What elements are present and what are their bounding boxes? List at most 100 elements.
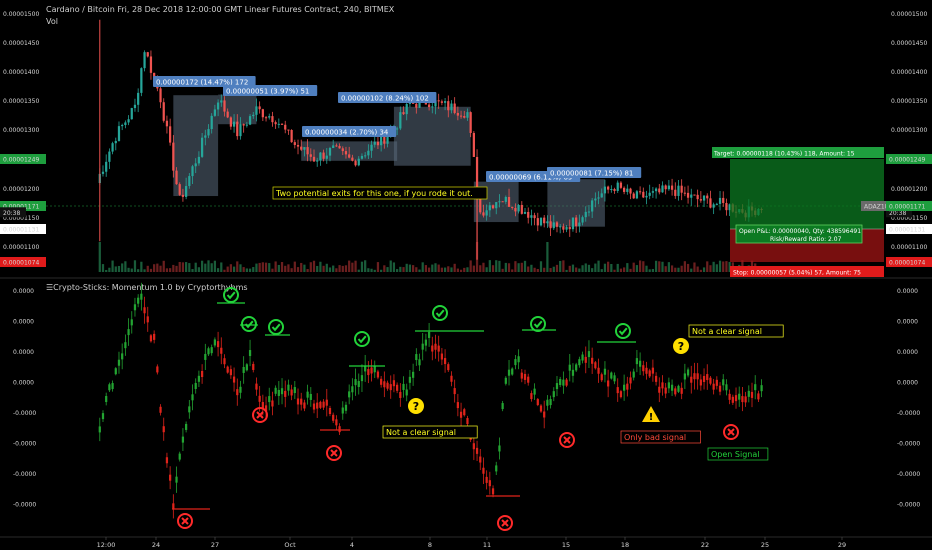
price-tag-left: 0.00001074 <box>3 260 39 267</box>
oscillator-bar <box>338 426 341 433</box>
candle-body <box>172 142 175 171</box>
oscillator-bar <box>376 371 380 378</box>
osc-tick-left: -0.0000 <box>13 471 36 478</box>
oscillator-bar <box>418 359 421 366</box>
volume-bar <box>594 263 597 272</box>
volume-bar <box>290 268 293 272</box>
price-tag-left: 0.00001171 <box>3 204 39 211</box>
x-tick-label: 15 <box>562 541 570 549</box>
oscillator-bar <box>159 406 162 413</box>
candle-body <box>674 189 677 196</box>
oscillator-bar <box>597 367 600 374</box>
oscillator-bar <box>98 426 101 433</box>
oscillator-bar <box>699 379 702 386</box>
volume-bar <box>322 265 325 272</box>
candle-body <box>661 185 664 193</box>
x-tick-label: 8 <box>428 541 432 549</box>
volume-bar <box>654 260 658 272</box>
volume-bar <box>271 268 274 272</box>
oscillator-bar <box>335 419 338 426</box>
candle-body <box>437 100 440 102</box>
x-circle-icon <box>497 515 513 531</box>
oscillator-bar <box>459 411 463 418</box>
oscillator-bar <box>236 389 239 396</box>
price-tick-right: 0.00001450 <box>891 40 927 47</box>
volume-bar <box>680 265 683 272</box>
x-tick-label: 27 <box>211 541 219 549</box>
candle-body <box>204 135 207 138</box>
candle-body <box>405 103 408 115</box>
osc-tick-right: 0.0000 <box>897 319 918 326</box>
oscillator-bar <box>111 383 114 390</box>
oscillator-bar <box>242 366 245 373</box>
candle-body <box>277 123 280 125</box>
volume-bar <box>223 269 226 272</box>
candle-body <box>683 192 686 194</box>
price-tag-left: 0.00001249 <box>3 157 39 164</box>
volume-bar <box>520 262 523 272</box>
oscillator-bar <box>440 353 444 360</box>
oscillator-bar <box>632 371 635 378</box>
instrument-tag: ADAZ18 <box>864 204 889 211</box>
oscillator-bar <box>114 368 117 375</box>
candle-body <box>354 160 357 166</box>
oscillator-bar <box>709 377 712 384</box>
volume-bar <box>348 260 351 272</box>
oscillator-bar <box>268 396 271 403</box>
candle-body <box>165 120 169 127</box>
volume-bar <box>207 260 210 272</box>
candle-body <box>216 102 220 110</box>
volume-bar <box>165 268 169 272</box>
osc-tick-right: 0.0000 <box>897 349 918 356</box>
volume-bar <box>706 261 709 272</box>
oscillator-bar <box>405 389 408 396</box>
oscillator-bar <box>188 406 191 413</box>
oscillator-bar <box>207 348 210 355</box>
price-tick-left: 0.00001500 <box>3 11 39 18</box>
volume-bar <box>610 263 613 272</box>
indicator-eye-icon[interactable]: ☰ <box>46 283 54 292</box>
oscillator-bar <box>539 405 543 412</box>
volume-bar <box>175 265 178 272</box>
oscillator-bar <box>360 375 364 382</box>
price-tick-left: 0.00001350 <box>3 98 39 105</box>
oscillator-bar <box>252 363 255 370</box>
candle-body <box>693 194 696 196</box>
check-circle-icon <box>615 323 631 339</box>
oscillator-bar <box>475 447 479 454</box>
volume-bar <box>447 266 450 272</box>
oscillator-bar <box>488 480 491 487</box>
price-tag-right: 20:38 <box>889 210 906 217</box>
candle-body <box>677 185 680 196</box>
volume-bar <box>328 267 332 272</box>
x-circle-icon <box>252 407 268 423</box>
osc-tick-left: -0.0000 <box>13 410 36 417</box>
price-tag-right-bg <box>886 257 932 267</box>
volume-bar <box>101 264 105 272</box>
candle-body <box>495 202 498 209</box>
oscillator-bar <box>245 364 248 371</box>
candle-body <box>623 187 626 192</box>
candle-body <box>348 154 351 158</box>
open-signal-note-box <box>707 447 769 461</box>
oscillator-bar <box>741 396 744 403</box>
volume-bar <box>584 263 587 272</box>
candle-body <box>450 103 453 111</box>
oscillator-bar <box>648 370 651 377</box>
candle-body <box>236 121 239 137</box>
candle-body <box>328 147 332 156</box>
oscillator-bar <box>175 476 178 483</box>
candle-body <box>603 186 607 194</box>
oscillator-bar <box>447 364 450 371</box>
x-tick-label: 4 <box>350 541 354 549</box>
candle-body <box>507 196 511 207</box>
oscillator-bar <box>108 384 111 391</box>
candle-body <box>357 158 360 166</box>
measured-move-label: 0.00000034 (2.70%) 34 <box>305 128 389 136</box>
price-tag-left-bg <box>0 154 46 164</box>
candle-body <box>341 148 344 152</box>
osc-tick-right: 0.0000 <box>897 288 918 295</box>
oscillator-bar <box>293 387 296 394</box>
oscillator-bar <box>392 380 396 387</box>
